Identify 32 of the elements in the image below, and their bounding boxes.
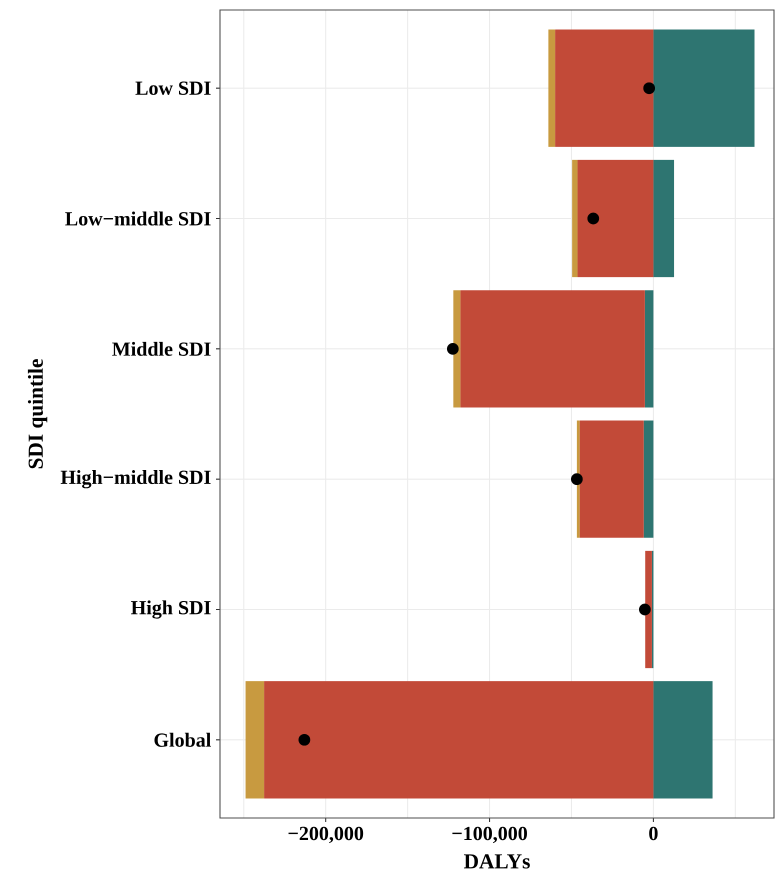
x-axis-title: DALYs	[464, 854, 530, 869]
bar	[555, 30, 654, 147]
bar	[580, 420, 644, 538]
bar	[572, 160, 578, 278]
y-tick-label: Low−middle SDI	[65, 212, 211, 226]
bar	[264, 681, 654, 798]
point	[446, 342, 459, 355]
bar	[644, 290, 654, 408]
bar	[653, 681, 713, 798]
bar	[460, 290, 645, 408]
bar	[653, 160, 674, 278]
bar	[645, 550, 652, 668]
y-tick-label: High SDI	[131, 600, 211, 619]
x-tick-label: 0	[649, 826, 658, 840]
point	[639, 604, 651, 616]
bar	[578, 160, 654, 278]
y-tick-label: Middle SDI	[112, 342, 211, 356]
y-tick-label: Low SDI	[135, 81, 211, 95]
point	[571, 473, 583, 486]
y-tick-label: High−middle SDI	[60, 470, 211, 488]
x-tick-label: −200,000	[288, 826, 364, 844]
point	[298, 734, 310, 746]
point	[643, 82, 656, 94]
x-tick-label: −100,000	[452, 826, 527, 844]
bar	[644, 420, 654, 538]
y-tick-label: Global	[154, 732, 211, 747]
bar	[246, 681, 264, 798]
bar	[453, 290, 460, 408]
point	[587, 212, 600, 224]
bar	[653, 30, 755, 147]
y-axis-title: SDI quintile	[28, 359, 48, 468]
bar	[548, 30, 556, 147]
